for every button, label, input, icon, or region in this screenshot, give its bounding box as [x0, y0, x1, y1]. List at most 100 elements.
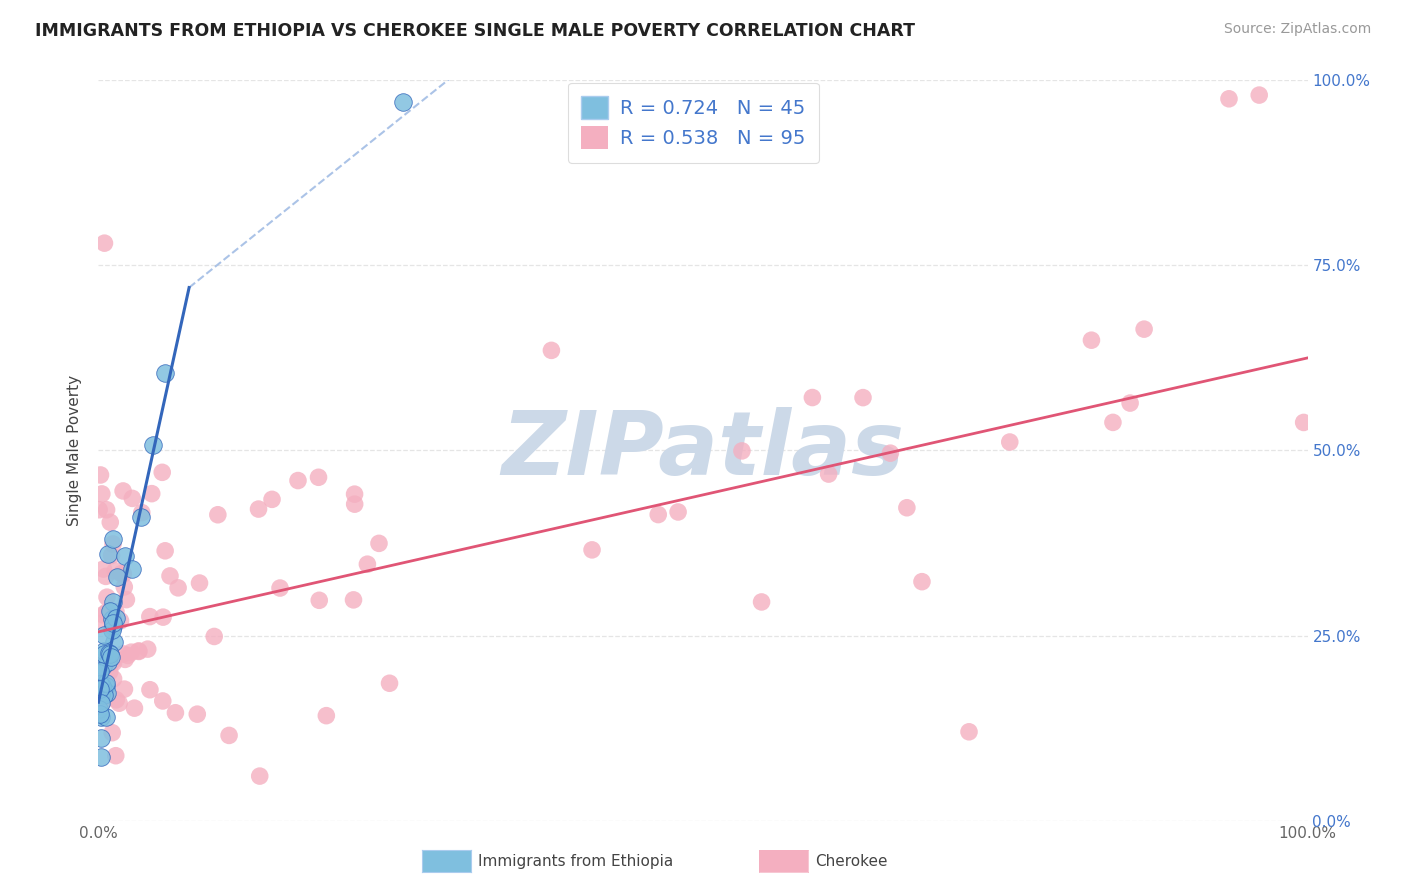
- Point: [93, 647, 115, 661]
- Point: [91, 680, 114, 694]
- Point: [91, 655, 114, 669]
- Point: [142, 438, 165, 452]
- Point: [93, 644, 115, 658]
- Point: [94, 675, 117, 690]
- Point: [1080, 333, 1102, 347]
- Legend: R = 0.724   N = 45, R = 0.538   N = 95: R = 0.724 N = 45, R = 0.538 N = 95: [568, 83, 820, 162]
- Point: [97, 547, 120, 561]
- Point: [1292, 416, 1315, 430]
- Point: [87, 666, 110, 681]
- Point: [104, 564, 127, 578]
- Point: [128, 644, 150, 658]
- Point: [540, 343, 562, 358]
- Point: [98, 647, 121, 661]
- Point: [308, 470, 330, 484]
- Point: [392, 95, 415, 110]
- Point: [103, 635, 125, 649]
- Point: [124, 701, 146, 715]
- Point: [105, 570, 128, 584]
- Point: [128, 644, 150, 658]
- Point: [90, 696, 112, 710]
- Point: [90, 687, 112, 701]
- Point: [101, 595, 124, 609]
- Point: [218, 728, 240, 742]
- Point: [89, 676, 111, 690]
- Point: [90, 750, 112, 764]
- Point: [121, 562, 143, 576]
- Point: [98, 665, 121, 679]
- Point: [647, 508, 669, 522]
- Point: [247, 502, 270, 516]
- Point: [731, 443, 754, 458]
- Point: [114, 549, 136, 564]
- Point: [90, 676, 112, 690]
- Point: [249, 769, 271, 783]
- Point: [287, 474, 309, 488]
- Point: [93, 628, 115, 642]
- Point: [186, 707, 208, 722]
- Point: [308, 593, 330, 607]
- Point: [112, 580, 135, 594]
- Point: [104, 748, 127, 763]
- Point: [90, 710, 112, 724]
- Point: [93, 682, 115, 697]
- Point: [801, 391, 824, 405]
- Point: [153, 543, 176, 558]
- Point: [101, 612, 124, 626]
- Point: [666, 505, 689, 519]
- Point: [100, 649, 122, 664]
- Point: [343, 487, 366, 501]
- Point: [315, 708, 337, 723]
- Point: [101, 655, 124, 669]
- Point: [103, 672, 125, 686]
- Point: [101, 619, 124, 633]
- Point: [89, 664, 111, 678]
- Text: ZIPatlas: ZIPatlas: [502, 407, 904, 494]
- Point: [202, 630, 225, 644]
- Point: [93, 236, 115, 251]
- Point: [120, 645, 142, 659]
- Point: [581, 542, 603, 557]
- Text: IMMIGRANTS FROM ETHIOPIA VS CHEROKEE SINGLE MALE POVERTY CORRELATION CHART: IMMIGRANTS FROM ETHIOPIA VS CHEROKEE SIN…: [35, 22, 915, 40]
- Point: [112, 566, 135, 581]
- Point: [356, 557, 378, 571]
- Point: [207, 508, 229, 522]
- Point: [159, 569, 181, 583]
- Point: [165, 706, 187, 720]
- Point: [101, 616, 124, 631]
- Point: [152, 610, 174, 624]
- Point: [100, 549, 122, 563]
- Point: [93, 693, 115, 707]
- Point: [1218, 92, 1240, 106]
- Point: [139, 609, 162, 624]
- Point: [117, 648, 139, 663]
- Point: [378, 676, 401, 690]
- Point: [98, 516, 121, 530]
- Point: [96, 605, 118, 619]
- Point: [1102, 416, 1125, 430]
- Point: [342, 593, 364, 607]
- Point: [90, 487, 112, 501]
- Point: [136, 642, 159, 657]
- Point: [108, 696, 131, 710]
- Point: [89, 685, 111, 699]
- Point: [152, 694, 174, 708]
- Point: [89, 502, 111, 516]
- Point: [817, 467, 839, 481]
- Y-axis label: Single Male Poverty: Single Male Poverty: [67, 375, 83, 526]
- Point: [87, 702, 110, 716]
- Point: [957, 724, 980, 739]
- Point: [97, 655, 120, 669]
- Point: [103, 615, 125, 629]
- Point: [153, 366, 176, 380]
- Point: [96, 686, 118, 700]
- Point: [911, 574, 934, 589]
- Point: [112, 647, 135, 661]
- Point: [94, 679, 117, 693]
- Point: [852, 391, 875, 405]
- Text: Source: ZipAtlas.com: Source: ZipAtlas.com: [1223, 22, 1371, 37]
- Text: Cherokee: Cherokee: [815, 854, 889, 869]
- Point: [896, 500, 918, 515]
- Point: [1133, 322, 1156, 336]
- Point: [1119, 396, 1142, 410]
